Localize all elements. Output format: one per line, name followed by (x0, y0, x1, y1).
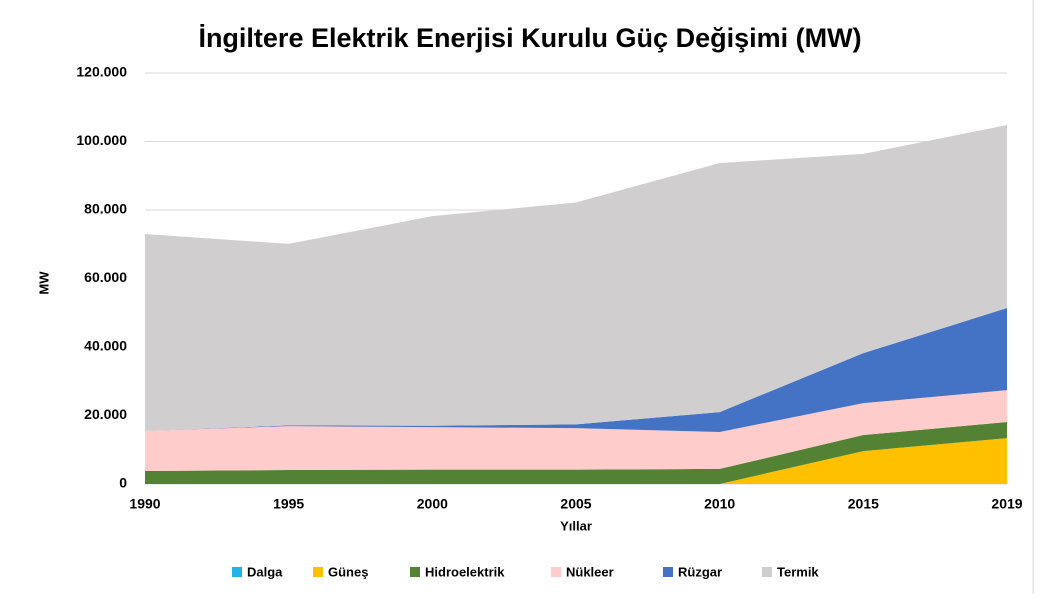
area (145, 390, 1007, 471)
x-tick-label: 2000 (417, 496, 448, 512)
x-axis-label: Yıllar (560, 518, 592, 533)
legend-label: Dalga (247, 564, 283, 579)
chart-title: İngiltere Elektrik Enerjisi Kurulu Güç D… (198, 23, 861, 53)
y-tick-label: 100.000 (76, 132, 127, 148)
legend-swatch (410, 567, 420, 577)
legend-swatch (762, 567, 772, 577)
x-tick-label: 2005 (560, 496, 591, 512)
area (145, 125, 1007, 431)
legend-swatch (313, 567, 323, 577)
x-tick-label: 1990 (129, 496, 160, 512)
legend-label: Nükleer (566, 564, 614, 579)
x-tick-label: 2015 (848, 496, 879, 512)
legend-label: Hidroelektrik (425, 564, 505, 579)
y-tick-label: 60.000 (84, 269, 127, 285)
legend-label: Rüzgar (678, 564, 722, 579)
y-tick-label: 80.000 (84, 201, 127, 217)
legend-swatch (232, 567, 242, 577)
y-tick-label: 40.000 (84, 338, 127, 354)
y-tick-label: 20.000 (84, 406, 127, 422)
x-tick-label: 1995 (273, 496, 304, 512)
area (145, 422, 1007, 484)
x-tick-label: 2019 (991, 496, 1022, 512)
area (145, 438, 1007, 484)
legend-label: Güneş (328, 564, 368, 579)
legend-swatch (551, 567, 561, 577)
y-tick-label: 120.000 (76, 64, 127, 80)
x-tick-label: 2010 (704, 496, 735, 512)
legend-label: Termik (777, 564, 819, 579)
y-axis-label: MW (36, 271, 51, 295)
y-tick-label: 0 (119, 475, 127, 491)
area (145, 307, 1007, 432)
legend-swatch (663, 567, 673, 577)
